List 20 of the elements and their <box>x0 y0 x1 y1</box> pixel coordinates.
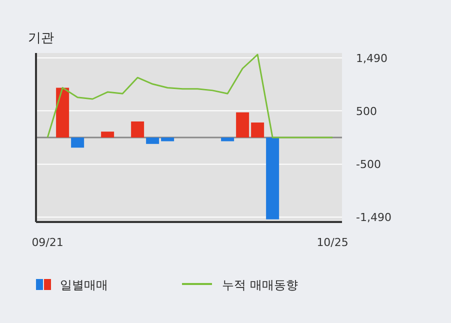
y-tick-label: -500 <box>356 158 381 172</box>
bar <box>161 138 174 142</box>
line-series <box>46 54 334 138</box>
x-tick-label: 09/21 <box>32 236 64 249</box>
bar <box>251 122 264 138</box>
y-tick-label: 500 <box>356 104 377 118</box>
bar <box>221 138 234 142</box>
y-tick-label: -1,490 <box>356 211 392 224</box>
bar <box>146 138 160 144</box>
bar <box>236 112 250 138</box>
x-tick-label: 10/25 <box>316 236 348 249</box>
legend-label: 누적 매매동향 <box>222 278 298 292</box>
bar <box>266 138 280 220</box>
bar <box>71 138 84 148</box>
bar <box>56 88 70 138</box>
y-tick-label: 1,490 <box>356 52 388 65</box>
chart-title: 기관 <box>28 31 54 46</box>
legend-label: 일별매매 <box>60 278 108 292</box>
bar <box>131 121 144 138</box>
bar <box>101 132 114 138</box>
